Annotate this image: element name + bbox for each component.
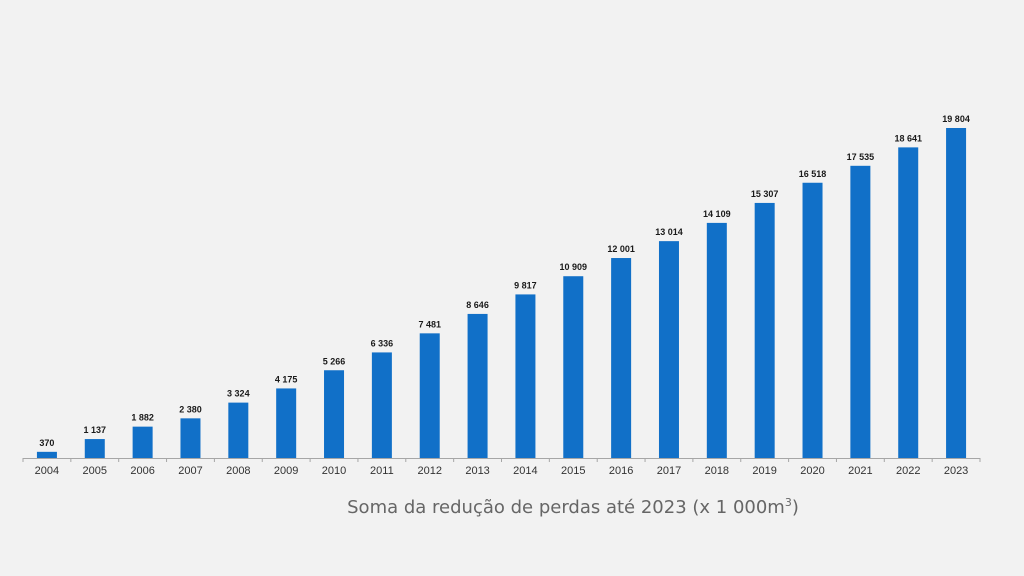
data-label-2005: 1 137 <box>84 425 107 435</box>
bar-2007 <box>180 418 201 458</box>
bars-layer <box>36 128 967 458</box>
data-label-2018: 14 109 <box>703 209 731 219</box>
data-label-2021: 17 535 <box>847 152 875 162</box>
data-label-2019: 15 307 <box>751 189 779 199</box>
bar-2013 <box>467 313 488 458</box>
data-label-2010: 5 266 <box>323 356 346 366</box>
bar-2018 <box>706 222 727 458</box>
bar-2010 <box>324 370 345 458</box>
bar-2011 <box>371 352 392 458</box>
chart-title-suffix: ) <box>791 497 799 518</box>
x-tick-label-2017: 2017 <box>657 465 681 477</box>
x-tick-label-2021: 2021 <box>848 465 872 477</box>
data-label-2011: 6 336 <box>371 338 394 348</box>
x-tick-label-2023: 2023 <box>944 465 968 477</box>
data-label-2008: 3 324 <box>227 389 250 399</box>
x-tick-label-2014: 2014 <box>513 465 537 477</box>
bar-2015 <box>563 276 584 458</box>
x-tick-label-2013: 2013 <box>465 465 489 477</box>
bar-2006 <box>132 426 153 458</box>
data-label-2016: 12 001 <box>607 244 635 254</box>
bar-2009 <box>276 388 297 458</box>
data-label-2004: 370 <box>39 438 54 448</box>
data-label-2014: 9 817 <box>514 280 537 290</box>
data-label-2022: 18 641 <box>894 133 922 143</box>
x-tick-label-2012: 2012 <box>417 465 441 477</box>
x-tick-label-2022: 2022 <box>896 465 920 477</box>
bar-2019 <box>754 202 775 458</box>
x-tick-label-2009: 2009 <box>274 465 298 477</box>
data-label-2013: 8 646 <box>466 300 489 310</box>
data-label-2017: 13 014 <box>655 227 683 237</box>
data-label-2006: 1 882 <box>131 413 154 423</box>
x-tick-label-2015: 2015 <box>561 465 585 477</box>
x-tick-label-2007: 2007 <box>178 465 202 477</box>
bar-2022 <box>898 147 919 458</box>
data-labels-layer: 370 1 137 1 882 2 380 3 324 4 175 5 266 6 336 7 … <box>39 114 969 448</box>
x-axis: 2004 2005 2006 2007 2008 2009 2010 2011 2012 2013… <box>22 458 981 477</box>
bar-2016 <box>611 258 632 458</box>
data-label-2009: 4 175 <box>275 374 298 384</box>
data-label-2012: 7 481 <box>418 319 441 329</box>
data-label-2015: 10 909 <box>560 262 588 272</box>
bar-2017 <box>658 241 679 458</box>
bar-2020 <box>802 182 823 458</box>
x-tick-label-2010: 2010 <box>322 465 346 477</box>
bar-2008 <box>228 402 249 458</box>
x-tick-label-2011: 2011 <box>370 465 394 477</box>
bar-2023 <box>946 128 967 458</box>
x-tick-label-2005: 2005 <box>83 465 107 477</box>
data-label-2007: 2 380 <box>179 404 202 414</box>
bar-2004 <box>36 451 57 458</box>
x-tick-label-2020: 2020 <box>800 465 824 477</box>
x-tick-label-2006: 2006 <box>130 465 154 477</box>
data-label-2020: 16 518 <box>799 169 827 179</box>
chart-title-superscript: 3 <box>784 496 792 509</box>
bar-2012 <box>419 333 440 458</box>
x-tick-label-2004: 2004 <box>35 465 59 477</box>
x-tick-label-2019: 2019 <box>752 465 776 477</box>
x-tick-label-2008: 2008 <box>226 465 250 477</box>
data-label-2023: 19 804 <box>942 114 970 124</box>
bar-2021 <box>850 165 871 458</box>
chart-title: Soma da redução de perdas até 2023 (x 1 … <box>0 496 1024 518</box>
chart-title-text: Soma da redução de perdas até 2023 (x 1 … <box>347 497 785 518</box>
bar-2014 <box>515 294 536 458</box>
x-tick-label-2016: 2016 <box>609 465 633 477</box>
x-tick-label-2018: 2018 <box>705 465 729 477</box>
bar-2005 <box>84 439 105 458</box>
